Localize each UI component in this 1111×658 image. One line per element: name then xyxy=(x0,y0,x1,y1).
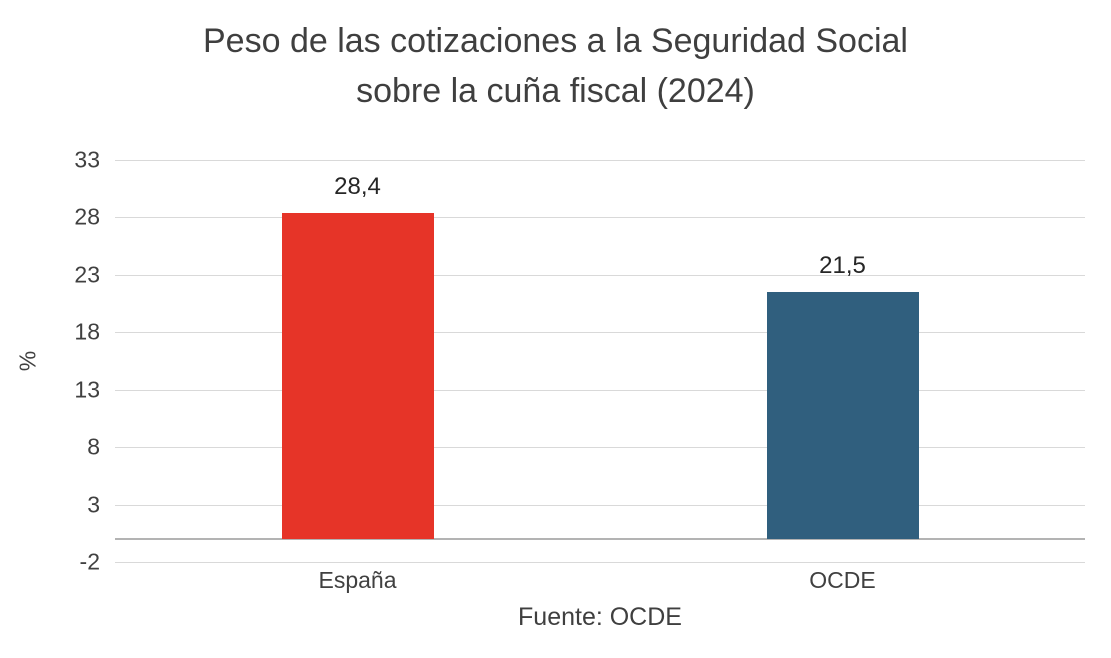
gridline xyxy=(115,274,1085,276)
plot-area: 28,4 21,5 xyxy=(115,160,1085,563)
bar-ocde xyxy=(766,292,919,540)
bar-españa xyxy=(281,212,434,540)
y-tick-label: 33 xyxy=(74,146,100,173)
gridline xyxy=(115,160,1085,161)
y-tick-label: 28 xyxy=(74,203,100,230)
y-axis-tick-labels: 33 28 23 18 13 8 3 -2 xyxy=(0,147,100,575)
value-label-ocde: 21,5 xyxy=(819,252,866,280)
gridline xyxy=(115,217,1085,219)
x-axis-labels: España OCDE xyxy=(115,567,1085,597)
x-label-ocde: OCDE xyxy=(809,567,876,593)
gridline xyxy=(115,389,1085,391)
y-tick-label: 23 xyxy=(74,261,100,288)
y-tick-label: 8 xyxy=(87,433,100,460)
value-label-españa: 28,4 xyxy=(334,172,381,200)
gridline xyxy=(115,447,1085,449)
source-note: Fuente: OCDE xyxy=(518,603,682,631)
chart-title: Peso de las cotizaciones a la Seguridad … xyxy=(0,16,1111,116)
x-label-españa: España xyxy=(318,567,397,593)
y-tick-label: 13 xyxy=(74,376,100,403)
y-tick-label: -2 xyxy=(79,548,100,575)
gridline xyxy=(115,332,1085,334)
chart-title-line2: sobre la cuña fiscal (2024) xyxy=(356,72,755,110)
gridline xyxy=(115,562,1085,563)
chart-title-line1: Peso de las cotizaciones a la Seguridad … xyxy=(203,22,908,60)
y-tick-label: 3 xyxy=(87,491,100,518)
x-axis-line xyxy=(115,538,1085,541)
gridline xyxy=(115,504,1085,506)
y-tick-label: 18 xyxy=(74,318,100,345)
